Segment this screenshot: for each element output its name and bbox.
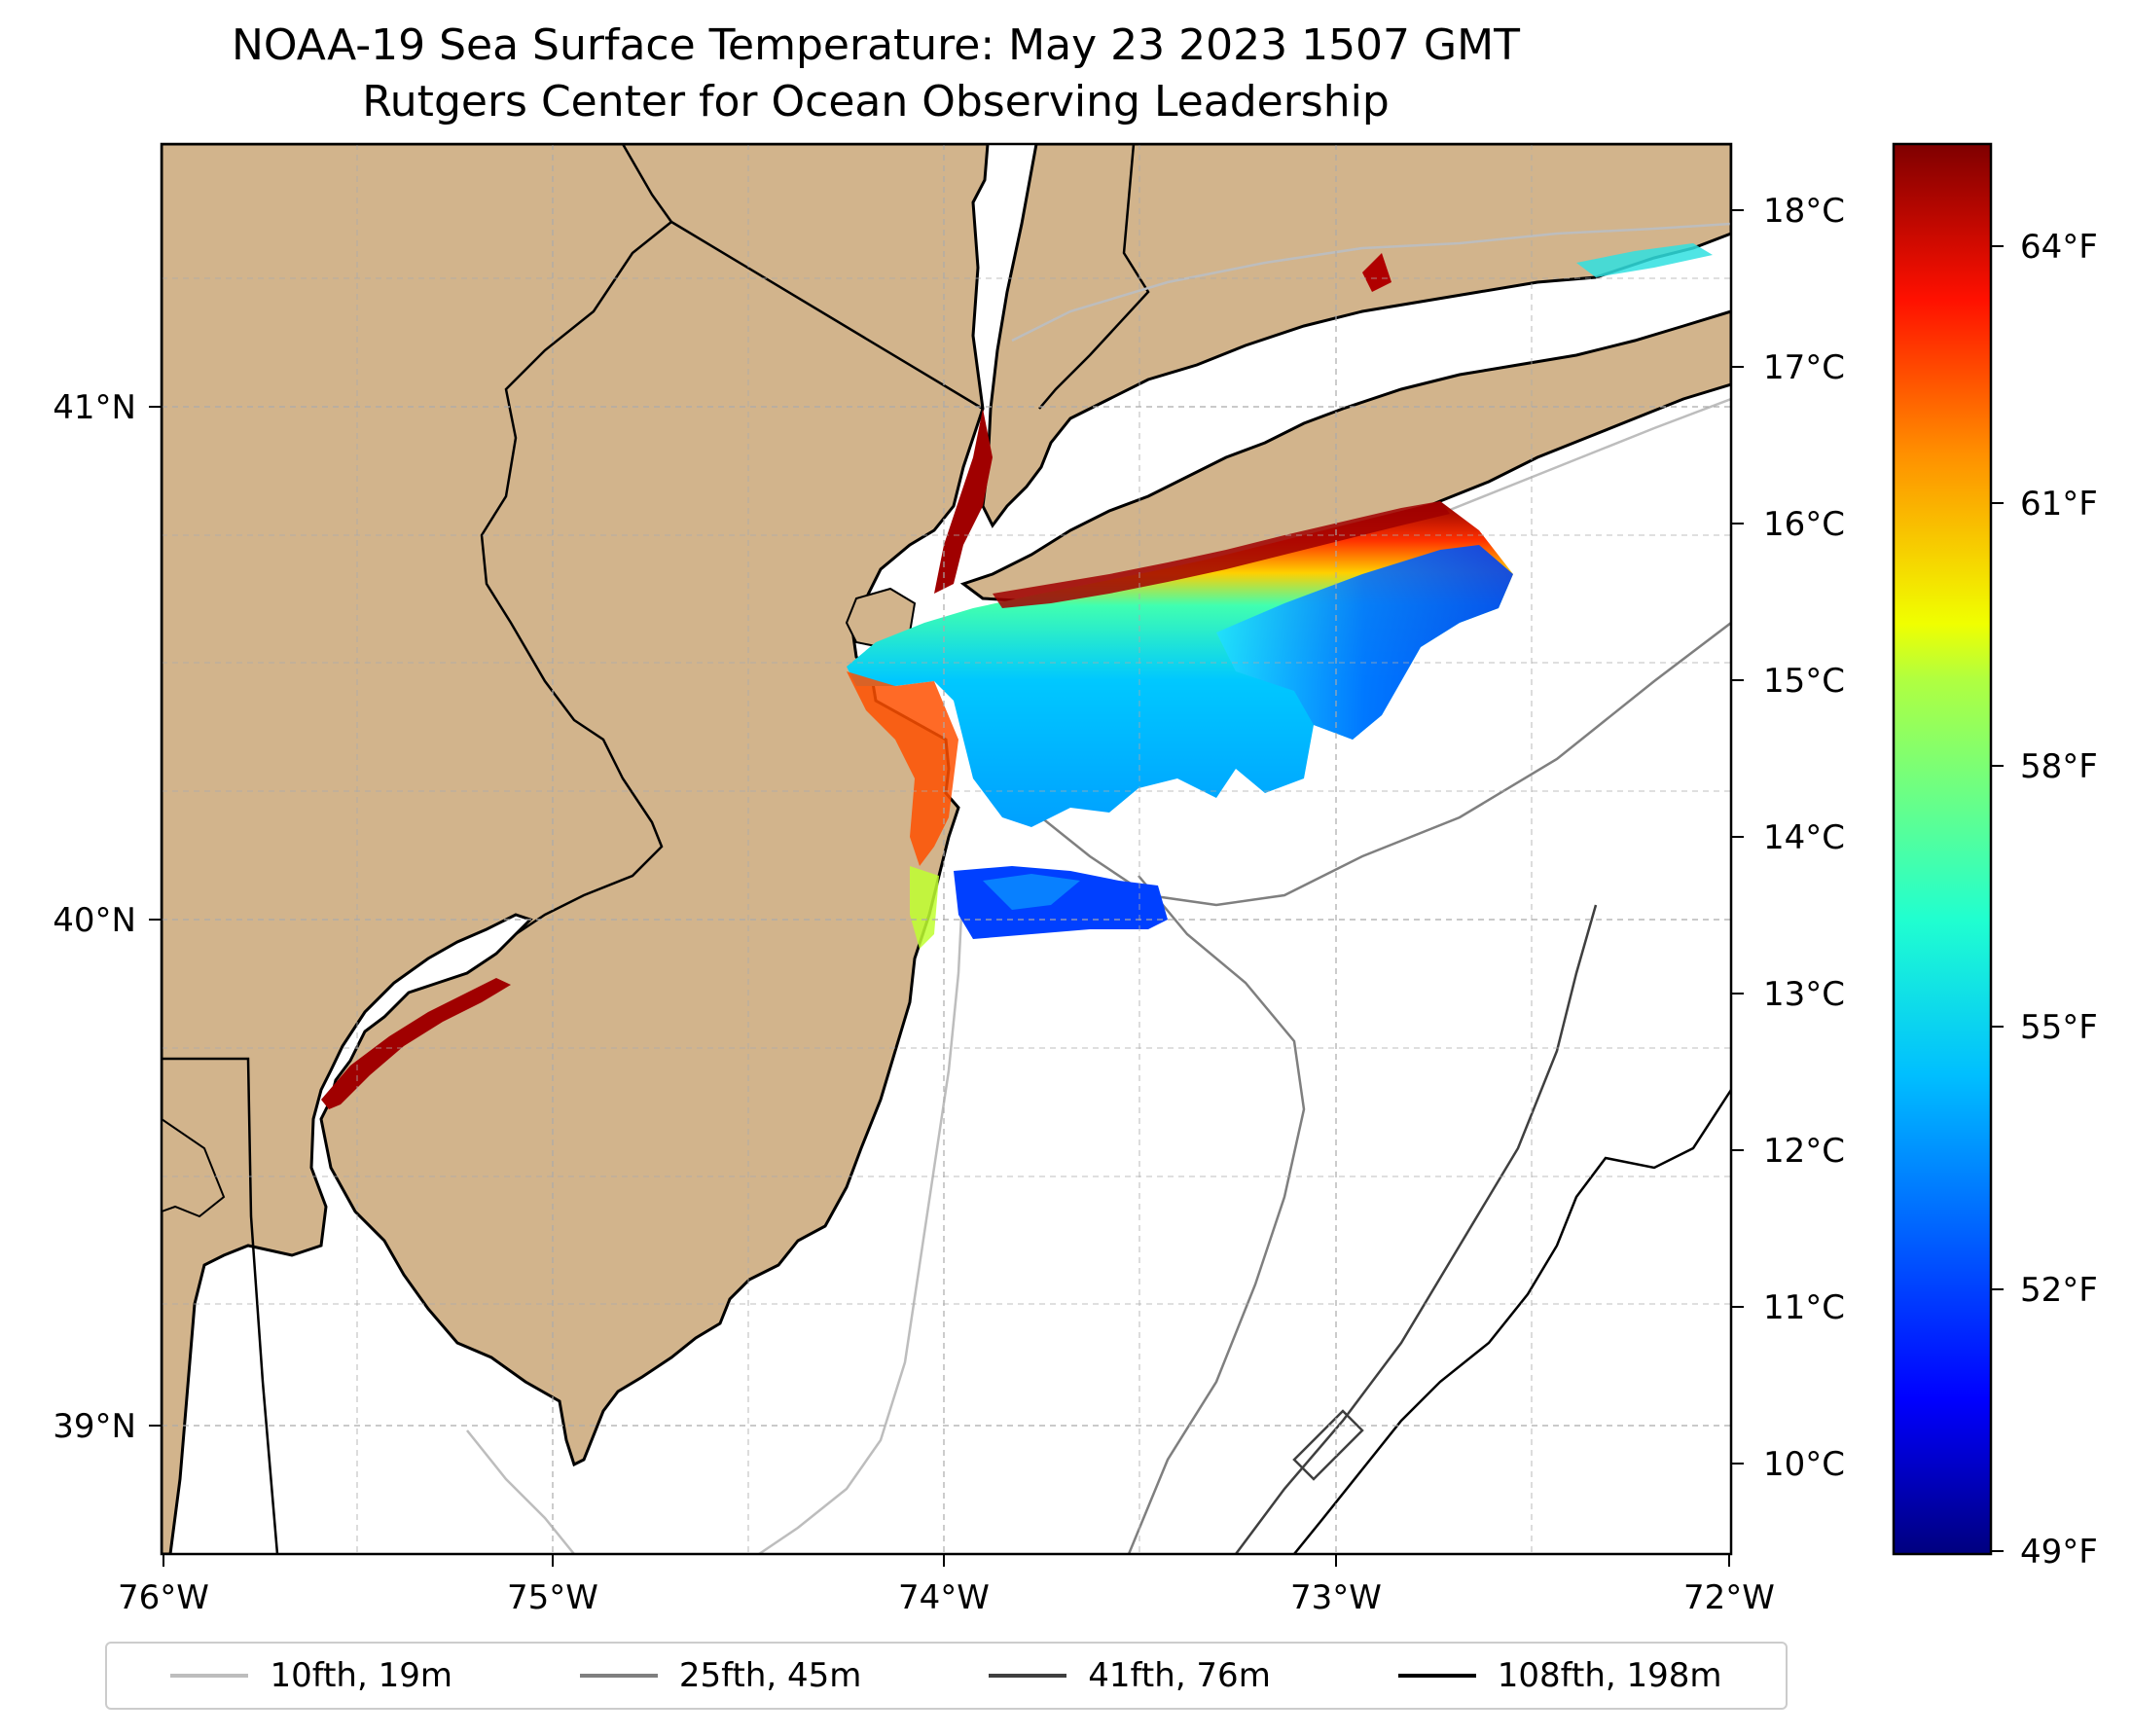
legend-label: 25fth, 45m [678,1656,862,1695]
fahrenheit-tick-label: 49°F [2020,1533,2098,1572]
colorbar [1892,142,1993,1556]
celsius-tick-label: 10°C [1763,1445,1845,1484]
legend-label: 41fth, 76m [1088,1656,1271,1695]
y-tick-label: 39°N [53,1407,136,1446]
legend-swatch [989,1674,1067,1678]
sst-south-patch-light [983,874,1080,910]
x-tick-label: 73°W [1290,1578,1382,1617]
celsius-tick-label: 17°C [1763,348,1845,387]
sst-nearshore-green [910,866,939,949]
x-tick-label: 74°W [898,1578,990,1617]
sst-li-sound [1576,243,1713,277]
celsius-tick-label: 14°C [1763,818,1845,857]
legend-item-108fth: 108fth, 198m [1397,1656,1722,1695]
land-delmarva [162,1117,226,1218]
chart-title: NOAA-19 Sea Surface Temperature: May 23 … [232,20,1520,70]
celsius-tick-label: 12°C [1763,1132,1845,1171]
celsius-tick-label: 18°C [1763,192,1845,231]
celsius-tick-label: 16°C [1763,505,1845,544]
x-tick-label: 72°W [1683,1578,1775,1617]
sst-warm-hudson [934,409,993,594]
legend: 10fth, 19m 25fth, 45m 41fth, 76m 108fth,… [105,1642,1788,1710]
chart-subtitle: Rutgers Center for Ocean Observing Leade… [362,77,1390,127]
fahrenheit-tick-label: 55°F [2020,1008,2098,1047]
sst-warm-delaware [321,978,511,1109]
x-axis-ticks [163,1554,1730,1567]
contour-25fth [1030,622,1731,1554]
legend-item-25fth: 25fth, 45m [579,1656,862,1695]
legend-swatch [170,1674,249,1678]
state-boundaries [162,144,1150,1554]
y-tick-label: 41°N [53,388,136,427]
fahrenheit-tick-label: 52°F [2020,1271,2098,1310]
x-tick-label: 76°W [118,1578,209,1617]
contour-108fth [1293,1089,1731,1554]
x-tick-label: 75°W [507,1578,598,1617]
fahrenheit-tick-label: 58°F [2020,747,2098,786]
celsius-tick-label: 15°C [1763,662,1845,701]
fahrenheit-tick-label: 61°F [2020,485,2098,524]
y-axis-ticks [149,406,162,1427]
sst-data [321,243,1713,1109]
sst-li-sound-warm [1362,253,1391,292]
celsius-tick-label: 11°C [1763,1288,1845,1327]
sst-east-cold [1216,545,1513,740]
y-tick-label: 40°N [53,901,136,940]
legend-item-10fth: 10fth, 19m [170,1656,452,1695]
graticule [162,144,1731,1554]
legend-swatch [1397,1674,1476,1678]
legend-label: 108fth, 198m [1497,1656,1722,1695]
sst-warm-coast-nj [847,671,958,866]
sst-warm-rim-ny [993,501,1450,608]
map-frame [160,142,1733,1556]
legend-label: 10fth, 19m [270,1656,452,1695]
fahrenheit-ticks [1991,245,2004,1552]
legend-swatch [579,1674,658,1678]
legend-item-41fth: 41fth, 76m [989,1656,1271,1695]
celsius-ticks [1731,209,1744,1465]
map-area [162,144,1731,1554]
contour-41fth [1234,904,1598,1554]
fahrenheit-tick-label: 64°F [2020,228,2098,267]
celsius-tick-label: 13°C [1763,975,1845,1014]
